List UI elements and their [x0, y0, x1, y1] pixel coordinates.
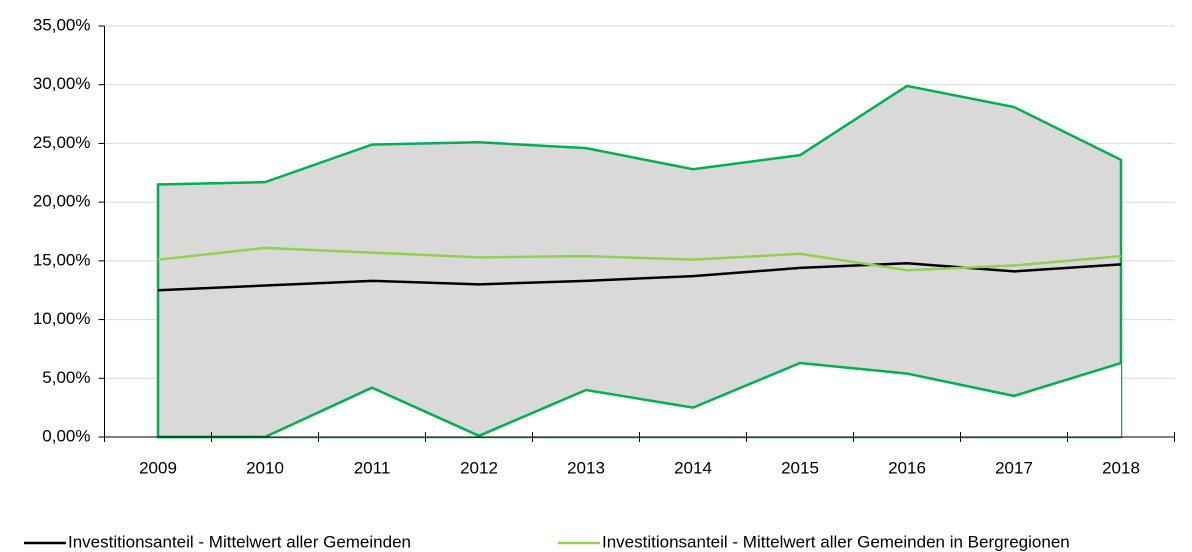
legend-label: Investitionsanteil - Mittelwert aller Ge… [68, 532, 411, 551]
y-tick-label: 15,00% [33, 250, 91, 269]
x-tick-label: 2009 [139, 458, 177, 477]
x-tick-label: 2014 [674, 458, 712, 477]
y-tick-label: 20,00% [33, 192, 91, 211]
lower-line [158, 361, 1122, 439]
x-tick-label: 2015 [781, 458, 819, 477]
x-tick-label: 2016 [888, 458, 926, 477]
x-tick-label: 2018 [1102, 458, 1140, 477]
upper-area [156, 84, 1123, 439]
x-tick-label: 2013 [567, 458, 605, 477]
legend-label: Investitionsanteil - Mittelwert aller Ge… [602, 532, 1070, 551]
series-line [157, 246, 1122, 272]
y-tick-label: 5,00% [42, 368, 90, 387]
y-tick-label: 10,00% [33, 309, 91, 328]
y-tick-label: 35,00% [33, 15, 91, 34]
x-tick-label: 2017 [995, 458, 1033, 477]
x-tick-label: 2011 [354, 458, 391, 477]
y-tick-label: 25,00% [33, 133, 91, 152]
x-tick-label: 2012 [460, 458, 498, 477]
y-tick-label: 30,00% [33, 74, 91, 93]
y-tick-label: 0,00% [42, 426, 90, 445]
x-tick-label: 2010 [246, 458, 284, 477]
